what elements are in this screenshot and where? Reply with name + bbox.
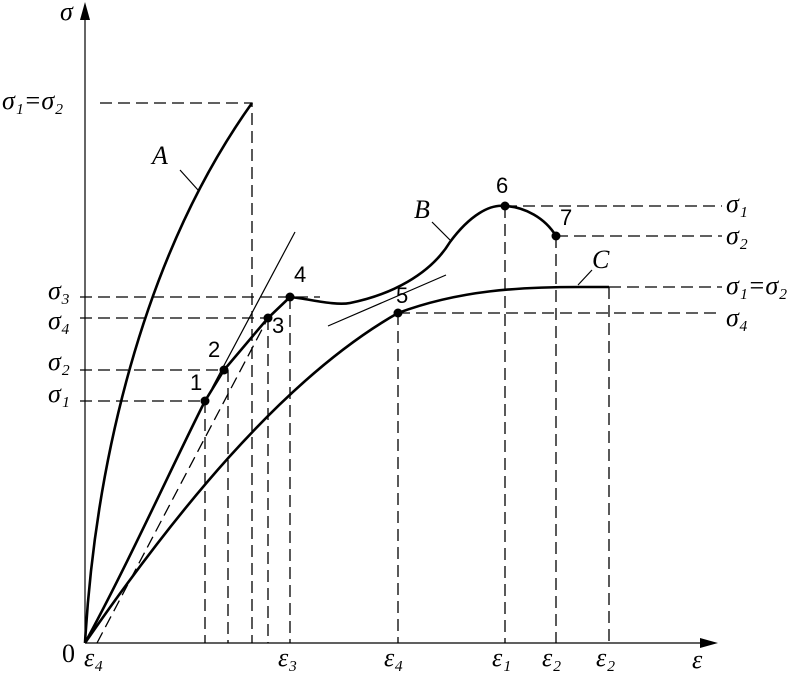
- x-axis-label: ε: [692, 645, 703, 674]
- y-arrow: [80, 2, 90, 20]
- point-dots: [200, 201, 561, 406]
- left-label: σ₃: [48, 276, 70, 305]
- x-label: ε₄: [84, 643, 103, 672]
- y-axis-label: σ: [60, 0, 74, 26]
- tangent: [327, 274, 447, 327]
- curve-a: [83, 102, 254, 644]
- point-dot: [219, 365, 229, 375]
- point-label: 4: [294, 262, 306, 287]
- point-dot: [200, 396, 210, 406]
- curve-c: [83, 285, 609, 644]
- point-dot: [500, 201, 510, 211]
- x-arrow: [700, 638, 718, 648]
- right-label: σ₄: [726, 303, 748, 332]
- right-label: σ₁: [726, 189, 748, 218]
- x-label: ε₂: [596, 643, 615, 672]
- point-label: 1: [190, 370, 202, 395]
- origin-label: 0: [62, 639, 75, 668]
- leader: [431, 221, 451, 241]
- guide: [204, 206, 610, 643]
- point-dot: [263, 313, 273, 323]
- guide: [100, 102, 253, 643]
- leader: [577, 269, 593, 286]
- left-label: σ₁=σ₂: [2, 86, 63, 115]
- secant: [96, 317, 269, 644]
- guide-lines: [80, 102, 722, 644]
- point-dot: [393, 308, 403, 318]
- point-label: 2: [208, 337, 220, 362]
- left-label: σ₁: [48, 379, 70, 408]
- point-label: 3: [272, 313, 284, 338]
- x-label: ε₂: [542, 643, 561, 672]
- point-dot: [285, 292, 295, 302]
- point-label: 7: [560, 205, 572, 230]
- tangent: [211, 231, 296, 389]
- point-dot: [551, 231, 561, 241]
- curve-label: A: [150, 141, 168, 170]
- x-label: ε₁: [492, 643, 511, 672]
- left-label: σ₄: [48, 306, 70, 335]
- axes: [80, 2, 718, 648]
- point-label: 5: [396, 283, 408, 308]
- curve-b: [83, 204, 558, 644]
- x-label: ε₃: [278, 643, 297, 672]
- point-label: 6: [496, 173, 508, 198]
- right-label: σ₁=σ₂: [726, 271, 787, 300]
- curve-label: C: [592, 245, 610, 274]
- curve-label: B: [414, 195, 430, 224]
- right-label: σ₂: [726, 221, 748, 250]
- left-label: σ₂: [48, 347, 70, 376]
- leader: [179, 169, 199, 191]
- x-label: ε₄: [384, 643, 403, 672]
